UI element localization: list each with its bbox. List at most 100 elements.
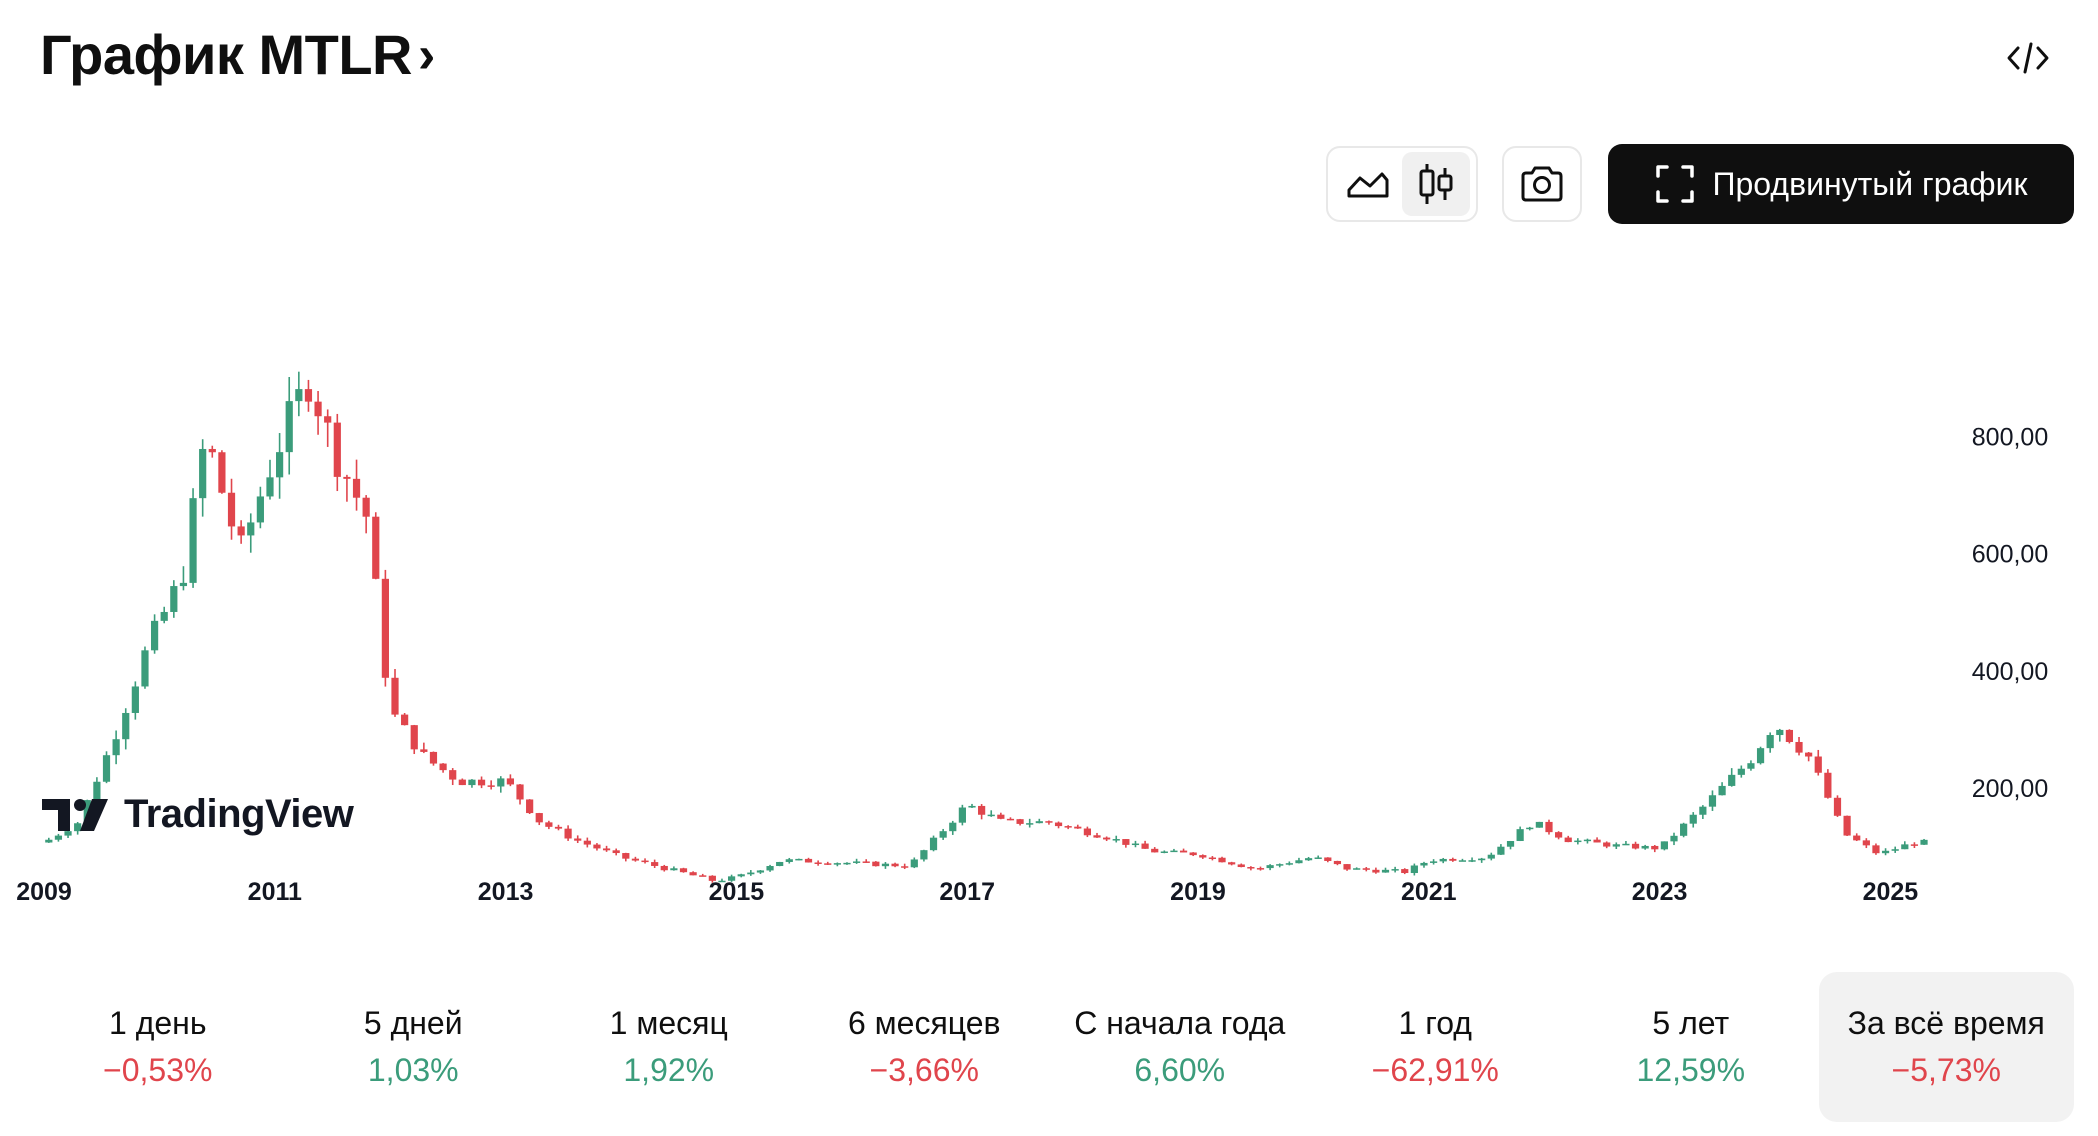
candle-body [833,863,841,865]
candle-body [401,714,409,726]
candle-body [1458,860,1467,862]
y-tick-label: 200,00 [1972,775,2048,803]
candle-body [1391,869,1399,871]
candle-body [1256,868,1265,870]
candle-body [1728,774,1736,786]
candle-body [1862,840,1870,846]
candle-body [1353,868,1361,870]
candle-body [1833,797,1842,816]
candlestick-chart-button[interactable] [1402,152,1470,216]
x-tick-label: 2013 [478,878,534,906]
period-change: 1,92% [623,1052,715,1088]
candle-body [1151,848,1159,853]
period-label: 5 дней [363,1005,463,1041]
candle-body [1208,857,1217,860]
candle-body [1872,845,1880,854]
candle-body [1622,843,1630,846]
candle-body [1131,843,1140,846]
candle-body [1295,860,1303,864]
page-title[interactable]: График MTLR › [40,22,435,87]
candle-body [891,863,899,867]
candle-body [1747,763,1755,769]
candle-body [1449,858,1457,861]
candle-body [506,778,515,785]
x-tick-label: 2009 [16,878,72,906]
y-axis: 200,00 400,00 600,00 800,00 [1972,424,2048,803]
candle-body [1362,868,1370,870]
candle-body [1381,869,1390,873]
candle-body [1853,835,1861,841]
y-tick-label: 800,00 [1972,424,2048,452]
candle-body [160,611,168,621]
period-all[interactable]: За всё время −5,73% [1818,972,2074,1122]
candle-body [1083,828,1091,836]
advanced-chart-button[interactable]: Продвинутый график [1608,144,2074,224]
candle-body [170,586,178,612]
chevron-right-icon: › [417,25,435,84]
candle-body [1054,822,1063,827]
y-tick-label: 600,00 [1972,541,2048,569]
period-5d[interactable]: 5 дней 1,03% [286,972,542,1122]
candle-body [1016,819,1024,824]
candle-body [1689,814,1697,824]
candle-body [718,880,726,883]
candle-body [1218,857,1226,863]
candle-body [920,850,928,860]
tradingview-logo-icon [42,798,108,831]
period-6m[interactable]: 6 месяцев −3,66% [797,972,1053,1122]
candle-body [314,401,322,417]
candle-body [1006,818,1015,821]
screenshot-group [1502,146,1582,222]
candle-body [1410,865,1418,874]
line-chart-button[interactable] [1334,152,1402,216]
candle-body [564,828,572,839]
period-1m[interactable]: 1 месяц 1,92% [541,972,797,1122]
candle-body [1631,843,1640,849]
candle-body [1035,821,1043,824]
candle-body [266,477,274,497]
period-change: 1,03% [367,1052,459,1088]
period-1d[interactable]: 1 день −0,53% [30,972,286,1122]
candle-body [1843,815,1851,836]
candle-body [1766,735,1774,749]
x-tick-label: 2019 [1170,878,1226,906]
candle-body [776,861,784,867]
candle-body [1401,869,1409,874]
embed-code-button[interactable] [2000,32,2056,84]
screenshot-button[interactable] [1508,152,1576,216]
x-tick-label: 2011 [248,878,302,906]
candle-body [45,839,53,843]
candle-body [987,814,995,817]
price-chart[interactable]: 200,00 400,00 600,00 800,00 2009 2011 2013 201… [0,250,2098,930]
candle-body [1333,860,1342,865]
candle-body [574,838,582,841]
candle-body [535,813,543,823]
period-5y[interactable]: 5 лет 12,59% [1563,972,1819,1122]
candle-body [439,763,447,771]
period-label: 1 год [1398,1005,1472,1041]
candle-body [199,448,207,499]
x-tick-label: 2015 [709,878,765,906]
period-ytd[interactable]: С начала года 6,60% [1052,972,1308,1122]
candle-body [901,866,909,868]
candle-body [381,578,389,678]
x-tick-label: 2025 [1863,878,1919,906]
candle-body [602,848,611,851]
tradingview-logo[interactable]: TradingView [42,792,354,837]
candle-body [1189,852,1197,856]
candle-body [247,522,255,536]
period-label: С начала года [1074,1005,1286,1041]
period-1y[interactable]: 1 год −62,91% [1308,972,1564,1122]
candle-body [852,861,861,863]
candle-body [814,862,822,864]
candle-body [1756,748,1765,764]
candle-body [545,822,553,827]
period-change: −0,53% [103,1052,213,1088]
tradingview-wordmark: TradingView [124,792,354,836]
candle-body [526,799,534,814]
candle-body [102,755,111,782]
candle-body [112,739,120,756]
candle-body [1285,863,1293,865]
candle-body [929,837,938,851]
candle-body [968,805,976,808]
